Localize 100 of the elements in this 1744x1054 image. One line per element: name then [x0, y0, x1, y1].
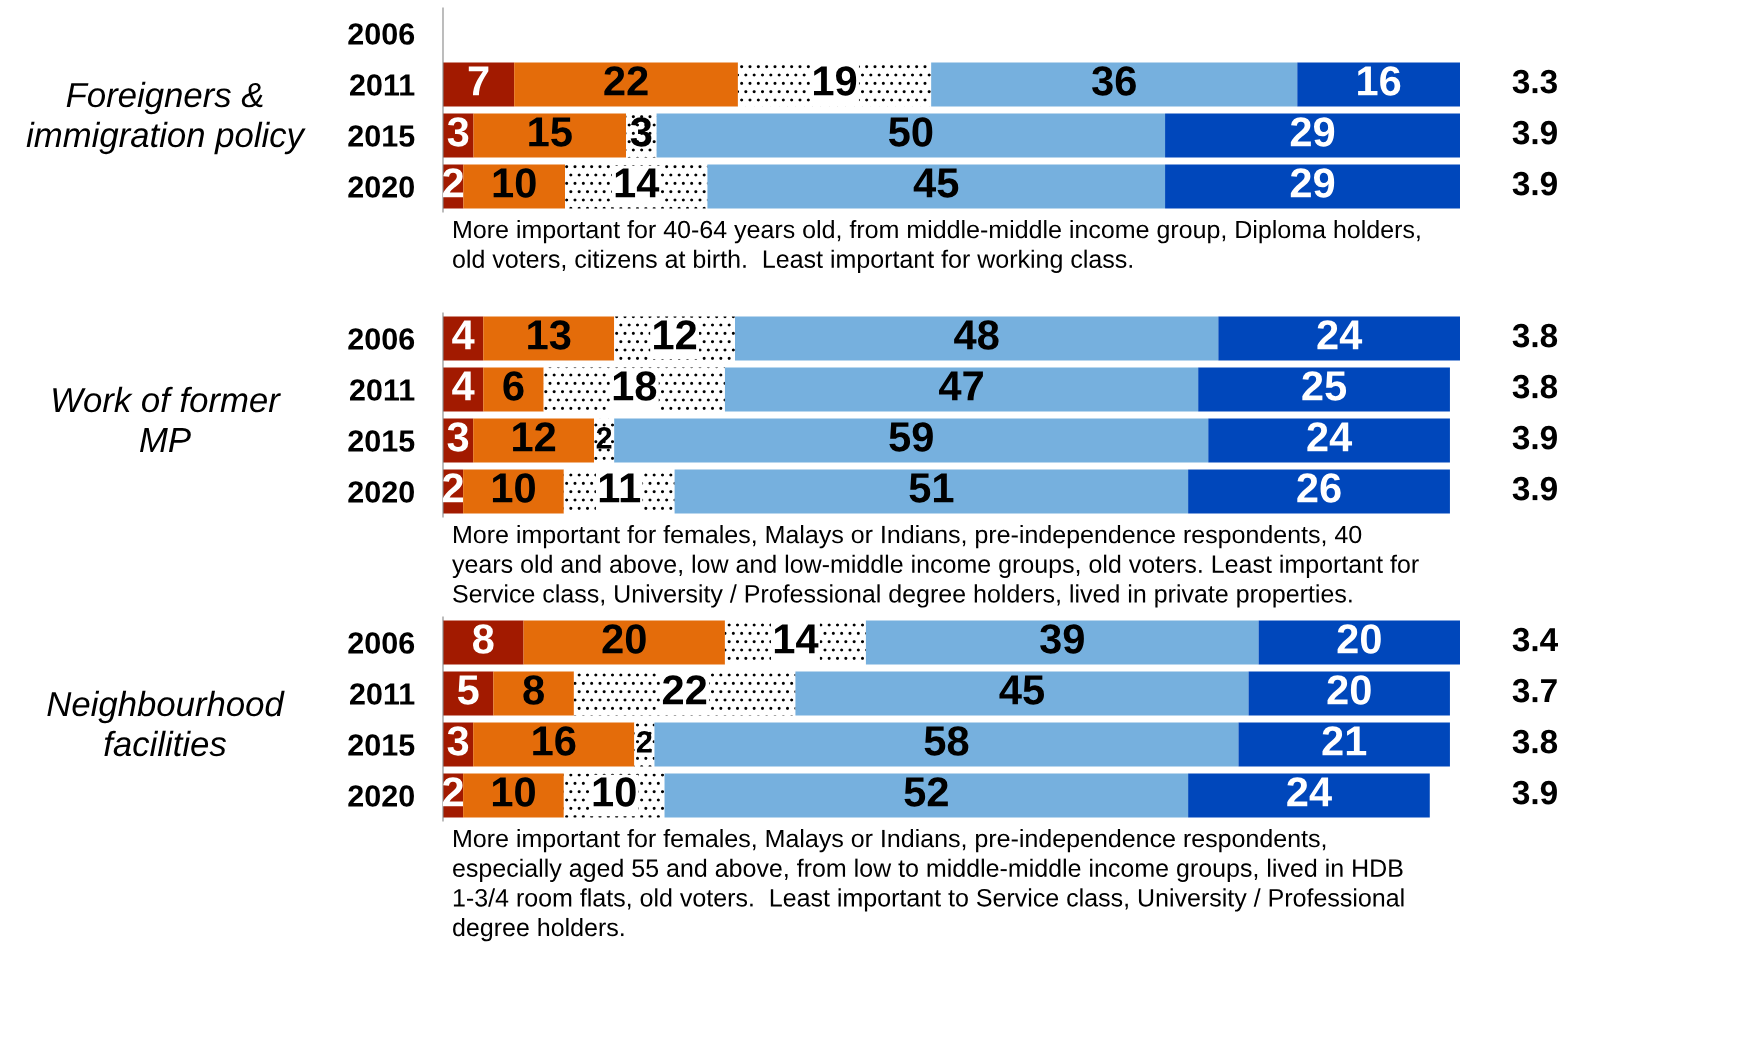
data-label: 16: [533, 726, 576, 756]
data-label: 24: [1317, 320, 1363, 350]
bar: [1208, 418, 1450, 463]
text: 3.9: [1512, 425, 1557, 450]
data-label: 52: [904, 777, 948, 807]
data-label: 10: [492, 777, 535, 807]
data-label: 13: [528, 320, 571, 350]
bar: [735, 316, 1219, 361]
data-label: 2: [442, 473, 463, 503]
data-label: 19: [814, 66, 857, 96]
bar: [724, 367, 1199, 412]
data-label: 12: [513, 422, 556, 452]
data-label: 20: [1337, 624, 1381, 654]
bar: [443, 62, 515, 107]
data-label: 59: [889, 422, 933, 452]
data-label: 20: [602, 624, 646, 654]
bar: [931, 62, 1298, 107]
bar: [795, 671, 1249, 716]
y-tick-label: 2020: [348, 481, 414, 503]
data-label: 11: [599, 473, 641, 503]
text: Work of former MP: [53, 386, 281, 452]
bar: [656, 113, 1166, 158]
text: 3.7: [1512, 678, 1557, 703]
y-tick-label: 2006: [348, 23, 415, 45]
data-label: 39: [1040, 624, 1084, 654]
data-label: 45: [999, 675, 1044, 705]
y-tick-label: 2011: [350, 683, 415, 705]
y-tick-label: 2015: [348, 125, 415, 147]
data-label: 14: [774, 624, 819, 654]
data-label: 2: [443, 168, 464, 198]
y-tick-label: 2006: [348, 328, 415, 350]
text: 3.9: [1512, 476, 1557, 501]
data-label: 12: [654, 320, 697, 350]
bar: [1165, 164, 1460, 209]
y-tick-label: 2011: [350, 379, 415, 401]
data-label: 6: [503, 371, 524, 401]
text: 3.9: [1512, 120, 1557, 145]
text: 3.9: [1512, 780, 1557, 805]
bar: [614, 418, 1209, 463]
text: 3.9: [1512, 171, 1557, 196]
data-label: 4: [452, 320, 475, 350]
data-label: 29: [1290, 117, 1335, 147]
bar: [1258, 620, 1460, 665]
data-label: 3: [630, 117, 652, 147]
bar: [664, 773, 1189, 818]
data-label: 50: [888, 117, 933, 147]
data-label: 20: [1327, 675, 1371, 705]
bar: [707, 164, 1166, 209]
data-label: 24: [1307, 422, 1353, 452]
text: 3.8: [1512, 323, 1558, 348]
y-tick-label: 2015: [348, 430, 415, 452]
bar: [1188, 469, 1450, 514]
text: Neighbourhood facilities: [47, 690, 285, 757]
data-label: 10: [492, 473, 535, 503]
data-label: 58: [924, 726, 969, 756]
bar: [523, 620, 725, 665]
bar: [1218, 316, 1460, 361]
bar: [1198, 367, 1450, 412]
text: 3.4: [1512, 627, 1558, 652]
text: Foreigners & immigration policy: [26, 81, 306, 155]
data-label: 48: [954, 320, 999, 350]
data-label: 21: [1322, 726, 1367, 756]
data-label: 47: [939, 371, 983, 401]
bar: [654, 722, 1239, 767]
data-label: 16: [1358, 66, 1401, 96]
bar: [1297, 62, 1460, 107]
y-tick-label: 2011: [350, 74, 415, 96]
data-label: 10: [493, 168, 536, 198]
data-label: 45: [913, 168, 959, 198]
data-label: 15: [529, 117, 572, 147]
text: More important for 40-64 years old, from middle-middle income group, Diploma holders, old voters, citizens at birth. Least important for working class.: [453, 220, 1420, 273]
data-label: 24: [1287, 777, 1332, 807]
bar: [1248, 671, 1450, 716]
data-label: 26: [1297, 473, 1341, 503]
text: More important for females, Malays or Indians, pre-independence respondents, especially aged 55 and above, from low to middle-middle income groups, lived in HDB 1-3/4 room flats, old voters. Least important to Service class, University / Professional degree holders.: [453, 829, 1404, 942]
y-tick-label: 2020: [348, 785, 414, 807]
text: More important for females, Malays or Indians, pre-independence respondents, 40 years old and above, low and low-middle income groups, old voters. Least important for Service class, University / Professional degree holders, lived in private properties.: [452, 525, 1419, 608]
y-tick-label: 2015: [348, 734, 415, 756]
y-tick-label: 2020: [348, 176, 414, 198]
bar: [1238, 722, 1450, 767]
text: 3.3: [1512, 69, 1557, 94]
y-tick-label: 2006: [348, 632, 415, 654]
text: 3.8: [1512, 729, 1558, 754]
data-label: 51: [909, 473, 954, 503]
data-label: 2: [442, 777, 463, 807]
data-label: 8: [523, 675, 544, 705]
data-label: 4: [452, 371, 475, 401]
data-label: 14: [615, 168, 660, 198]
bar: [1165, 113, 1460, 158]
data-label: 18: [613, 371, 657, 401]
data-label: 3: [447, 117, 469, 147]
data-label: 25: [1302, 371, 1347, 401]
data-label: 10: [593, 777, 636, 807]
data-label: 8: [473, 624, 494, 654]
data-label: 22: [604, 66, 648, 96]
bar: [1188, 773, 1430, 818]
data-label: 29: [1290, 168, 1335, 198]
bar: [514, 62, 738, 107]
data-label: 7: [468, 66, 489, 96]
bar: [865, 620, 1259, 665]
